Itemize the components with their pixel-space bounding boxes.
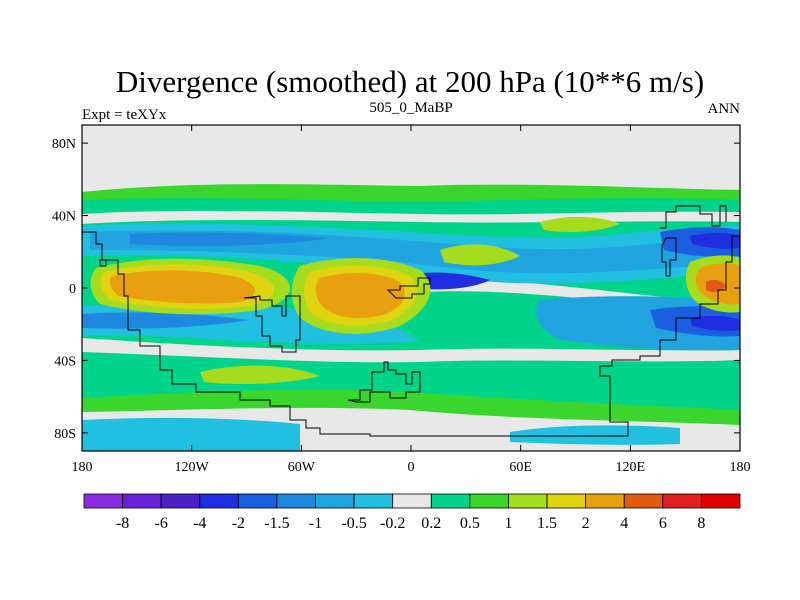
- colorbar-label: -1.5: [264, 515, 289, 532]
- x-tick-label: 180: [72, 460, 93, 475]
- colorbar-swatch: [160, 493, 201, 509]
- colorbar-swatch: [237, 493, 278, 509]
- contour-positive-region: [706, 279, 726, 293]
- coastline: [661, 237, 677, 277]
- contour-positive-region: [315, 273, 405, 319]
- coastline: [347, 361, 421, 403]
- contour-negative-region: [82, 417, 300, 451]
- colorbar-swatch: [315, 493, 355, 509]
- coastline: [82, 231, 740, 437]
- colorbar-swatch: [623, 493, 664, 509]
- colorbar: -8 -6 -4 -2 -1.5 -1 -0.5 -0.2 0.2 0.5 1 1.5 2 4 6 8: [83, 493, 741, 532]
- y-tick-label: 0: [69, 282, 76, 297]
- colorbar-label: -0.2: [380, 515, 405, 532]
- colorbar-swatch: [430, 493, 471, 509]
- colorbar-swatch: [353, 493, 394, 509]
- colorbar-label: 0.2: [421, 515, 441, 532]
- colorbar-swatch: [199, 493, 239, 509]
- colorbar-swatch: [392, 493, 432, 509]
- y-tick-label: 40S: [54, 354, 76, 369]
- colorbar-label: 4: [620, 515, 628, 532]
- colorbar-label: -1: [309, 515, 322, 532]
- colorbar-swatch: [83, 493, 123, 509]
- contour-positive-region: [440, 244, 520, 266]
- colorbar-label: 8: [697, 515, 705, 532]
- x-tick-label: 120W: [175, 460, 210, 475]
- contour-negative-region: [690, 315, 740, 331]
- colorbar-swatch: [122, 493, 162, 509]
- coastline: [243, 295, 301, 353]
- colorbar-label: 1: [504, 515, 512, 532]
- y-tick-label: 40N: [52, 210, 76, 225]
- experiment-label: Expt = teXYx: [82, 107, 167, 123]
- colorbar-swatch: [546, 493, 587, 509]
- y-tick-label: 80N: [52, 137, 76, 152]
- contour-positive-region: [110, 270, 255, 304]
- x-tick-label: 0: [408, 460, 415, 475]
- contour-negative-region: [690, 233, 740, 249]
- colorbar-label: -4: [193, 515, 206, 532]
- y-axis: 80N 40N 0 40S 80S: [52, 137, 740, 442]
- colorbar-label: 2: [582, 515, 590, 532]
- contour-negative-region: [510, 425, 680, 445]
- coastline: [660, 205, 727, 229]
- colorbar-label: 1.5: [537, 515, 557, 532]
- contour-negative-region: [130, 232, 330, 246]
- colorbar-swatch: [662, 493, 702, 509]
- case-label: 505_0_MaBP: [369, 100, 452, 116]
- contour-positive-region: [540, 216, 620, 232]
- contour-negative-region: [82, 312, 250, 329]
- colorbar-swatch: [508, 493, 548, 509]
- colorbar-swatch: [701, 493, 741, 509]
- y-tick-label: 80S: [54, 427, 76, 442]
- x-axis: 180 120W 60W 0 60E 120E 180: [72, 125, 751, 475]
- map-plot: [82, 125, 740, 451]
- colorbar-swatch: [585, 493, 625, 509]
- x-tick-label: 120E: [616, 460, 646, 475]
- contour-zero-band: [82, 338, 740, 363]
- x-tick-label: 180: [730, 460, 751, 475]
- x-tick-label: 60E: [509, 460, 532, 475]
- season-label: ANN: [708, 101, 741, 117]
- colorbar-swatch: [276, 493, 316, 509]
- colorbar-label: 0.5: [460, 515, 480, 532]
- coastline: [386, 277, 431, 299]
- colorbar-label: -0.5: [341, 515, 366, 532]
- coastline: [99, 259, 107, 267]
- colorbar-label: -6: [155, 515, 168, 532]
- contour-positive-region: [200, 365, 320, 384]
- colorbar-label: 6: [659, 515, 667, 532]
- colorbar-label: -2: [232, 515, 245, 532]
- colorbar-label: -8: [116, 515, 129, 532]
- chart-title: Divergence (smoothed) at 200 hPa (10**6 …: [116, 64, 704, 99]
- colorbar-swatch: [469, 493, 509, 509]
- x-tick-label: 60W: [288, 460, 316, 475]
